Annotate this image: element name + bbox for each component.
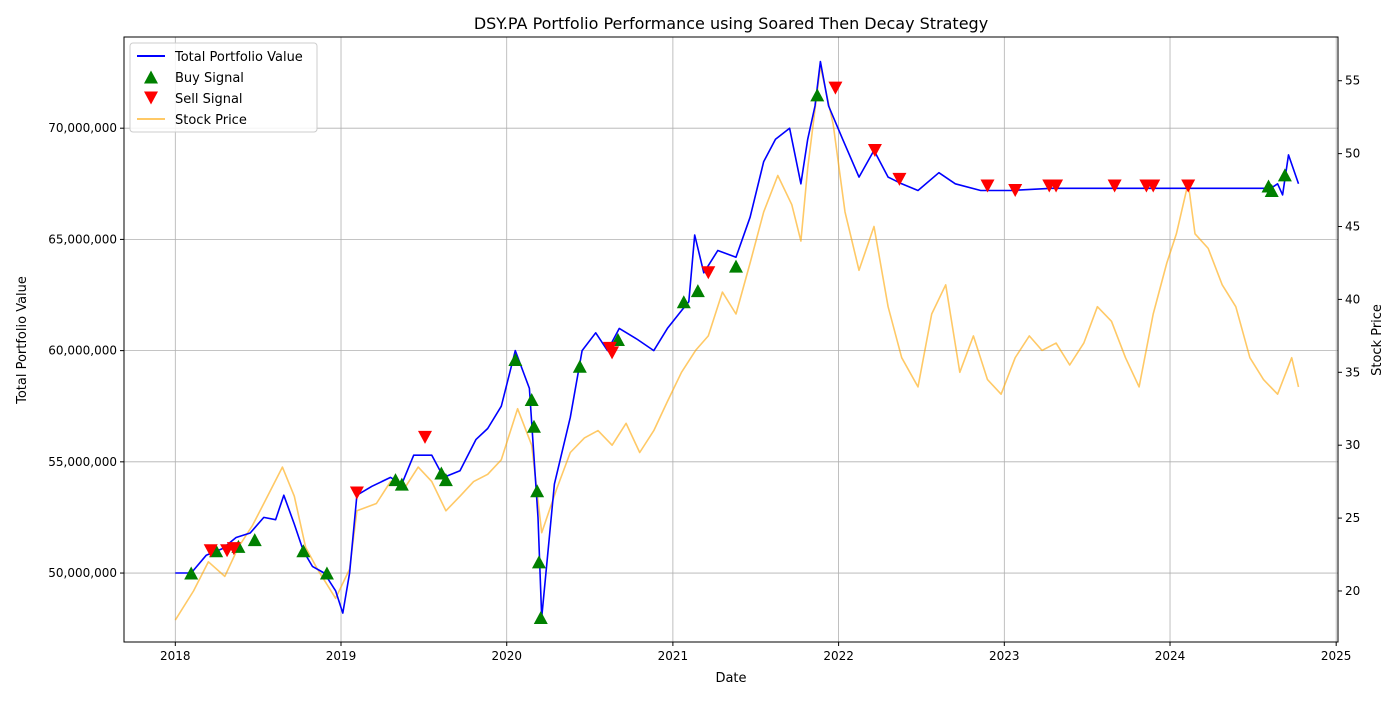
x-axis: 2018 2019 2020 2021 2022 2023 2024 2025 <box>160 642 1351 663</box>
y2-tick-label: 55 <box>1345 74 1360 88</box>
sell-signal-marker <box>349 486 364 500</box>
x-tick-label: 2024 <box>1155 649 1186 663</box>
sell-signal-marker <box>418 430 433 444</box>
legend-swatch-marker <box>144 91 158 105</box>
x-tick-label: 2021 <box>658 649 689 663</box>
sell-signal-marker <box>1107 179 1122 193</box>
y2-tick-label: 25 <box>1345 511 1360 525</box>
buy-signal-marker <box>533 611 548 625</box>
legend-label: Buy Signal <box>175 71 244 86</box>
sell-signal-marker <box>1008 183 1023 197</box>
y-axis-right: 20 25 30 35 40 45 50 55 <box>1338 74 1360 598</box>
buy-signal-marker <box>524 393 539 407</box>
sell-signal-marker <box>892 172 907 186</box>
buy-signal-marker <box>526 419 541 433</box>
x-tick-label: 2018 <box>160 649 191 663</box>
y2-tick-label: 50 <box>1345 147 1360 161</box>
legend: Total Portfolio Value Buy Signal Sell Sign… <box>129 42 318 133</box>
y2-tick-label: 45 <box>1345 220 1360 234</box>
sell-signal-marker <box>203 544 218 558</box>
buy-signal-marker <box>530 484 545 498</box>
y2-tick-label: 35 <box>1345 365 1360 379</box>
buy-signal-marker <box>728 259 743 273</box>
portfolio-value-series <box>175 60 1300 619</box>
sell-signal-marker <box>1146 179 1161 193</box>
buy-signal-marker <box>810 88 825 102</box>
buy-signal-marker <box>1277 168 1292 182</box>
buy-signal-marker <box>508 353 523 367</box>
y2-axis-label: Stock Price <box>1370 304 1385 376</box>
buy-signal-marker <box>296 544 311 558</box>
y2-tick-label: 30 <box>1345 438 1360 452</box>
portfolio-value-line <box>175 60 1300 619</box>
sell-signal-marker <box>828 81 843 95</box>
x-tick-label: 2020 <box>491 649 522 663</box>
sell-signal-marker <box>605 346 620 360</box>
y-tick-label: 50,000,000 <box>48 566 117 580</box>
legend-label: Total Portfolio Value <box>174 50 303 65</box>
sell-signal-marker <box>980 179 995 193</box>
chart-title: DSY.PA Portfolio Performance using Soare… <box>474 14 988 33</box>
sell-signal-marker <box>1181 179 1196 193</box>
buy-signal-marker <box>438 473 453 487</box>
y-tick-label: 65,000,000 <box>48 232 117 246</box>
x-tick-label: 2022 <box>823 649 854 663</box>
grid <box>124 37 1338 642</box>
stock-price-series <box>174 65 1300 621</box>
buy-signal-marker <box>1264 183 1279 197</box>
buy-signal-marker <box>572 359 587 373</box>
legend-swatch-marker <box>144 70 158 84</box>
x-tick-label: 2025 <box>1321 649 1352 663</box>
x-tick-label: 2019 <box>326 649 357 663</box>
plot-frame <box>123 36 1339 643</box>
y-tick-label: 55,000,000 <box>48 455 117 469</box>
sell-signal-marker <box>867 143 882 157</box>
buy-signal-marker <box>247 533 262 547</box>
buy-signal-marker <box>388 473 403 487</box>
buy-signal-marker <box>676 295 691 309</box>
legend-box <box>129 42 318 133</box>
sell-signal-marker <box>701 266 716 280</box>
buy-signal-marker <box>690 284 705 298</box>
x-tick-label: 2023 <box>989 649 1020 663</box>
legend-label: Sell Signal <box>175 92 243 107</box>
y2-tick-label: 40 <box>1345 292 1360 306</box>
y-axis-left: 50,000,000 55,000,000 60,000,000 65,000,000… <box>48 121 124 580</box>
stock-price-line <box>174 65 1300 621</box>
buy-signal-marker <box>531 555 546 569</box>
y-axis-label: Total Portfolio Value <box>15 276 30 405</box>
sell-signal-markers <box>203 81 1196 558</box>
sell-signal-marker <box>226 542 241 556</box>
y-tick-label: 70,000,000 <box>48 121 117 135</box>
buy-signal-marker <box>209 544 224 558</box>
buy-signal-marker <box>394 477 409 491</box>
legend-label: Stock Price <box>175 113 247 128</box>
x-axis-label: Date <box>715 671 746 686</box>
sell-signal-marker <box>1049 179 1064 193</box>
y2-tick-label: 20 <box>1345 584 1360 598</box>
y-tick-label: 60,000,000 <box>48 344 117 358</box>
buy-signal-marker <box>184 566 199 580</box>
buy-signal-marker <box>319 566 334 580</box>
